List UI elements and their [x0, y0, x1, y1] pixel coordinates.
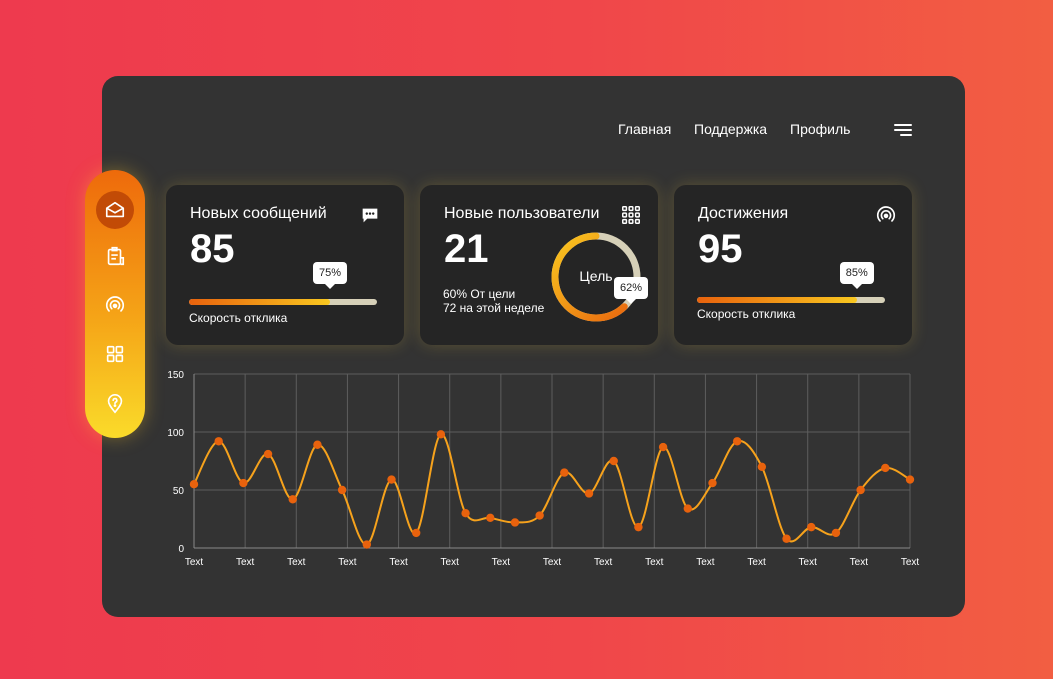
donut-center-label: Цель	[579, 268, 612, 284]
location-help-icon	[107, 394, 123, 414]
x-tick-label: Text	[594, 557, 613, 568]
data-point	[436, 430, 446, 439]
card-value: 21	[444, 227, 489, 271]
card-title: Новые пользователи	[444, 205, 600, 222]
card-achievements: Достижения 95 85% Скорость отклика	[674, 185, 912, 345]
data-point	[584, 489, 594, 498]
card-new-users: Новые пользователи 21 60% От цели 72 на …	[420, 185, 658, 345]
donut-progress-arc	[551, 232, 641, 322]
x-tick-label: Text	[850, 557, 869, 568]
data-point	[881, 463, 890, 473]
x-tick-label: Text	[236, 557, 255, 568]
data-point	[831, 528, 841, 538]
x-tick-label: Text	[696, 557, 715, 568]
y-tick-label: 100	[167, 428, 184, 439]
data-point	[732, 437, 742, 446]
data-point	[214, 437, 223, 446]
card-title: Новых сообщений	[190, 205, 327, 222]
progress-value-bubble: 75%	[313, 262, 347, 289]
weekly-users-text: 72 на этой неделе	[443, 301, 545, 315]
y-tick-label: 150	[167, 370, 184, 381]
broadcast-icon	[105, 296, 125, 312]
data-point	[486, 513, 495, 523]
data-point	[387, 475, 396, 484]
data-point	[757, 462, 767, 471]
response-speed-label: Скорость отклика	[189, 311, 288, 325]
data-point	[658, 442, 668, 452]
mail-icon	[105, 201, 125, 218]
data-point	[535, 511, 544, 520]
hamburger-menu-icon[interactable]	[892, 124, 912, 138]
data-point	[708, 478, 717, 488]
x-tick-label: Text	[543, 557, 562, 568]
sidebar-item-tasks[interactable]	[96, 237, 134, 275]
data-point	[239, 478, 248, 488]
data-point	[807, 522, 816, 532]
response-speed-fill	[189, 299, 330, 305]
x-tick-label: Text	[645, 557, 664, 568]
x-tick-label: Text	[799, 557, 818, 568]
nav-link-support[interactable]: Поддержка	[694, 121, 768, 137]
x-tick-label: Text	[441, 557, 460, 568]
sidebar	[85, 170, 145, 438]
grid-icon	[106, 345, 124, 363]
chat-icon[interactable]	[359, 204, 381, 226]
card-value: 85	[190, 227, 235, 271]
broadcast-icon[interactable]	[875, 204, 897, 226]
data-point	[782, 534, 791, 543]
x-tick-label: Text	[389, 557, 408, 568]
data-point	[634, 522, 643, 532]
data-point	[362, 540, 372, 549]
card-title: Достижения	[698, 205, 789, 222]
data-point	[337, 485, 347, 495]
data-point	[856, 485, 865, 495]
sidebar-item-broadcast[interactable]	[96, 286, 134, 324]
data-point	[683, 504, 692, 513]
y-tick-label: 0	[178, 544, 184, 555]
nav-link-profile[interactable]: Профиль	[790, 121, 851, 137]
response-speed-fill	[697, 297, 857, 303]
x-tick-label: Text	[185, 557, 204, 568]
data-point	[263, 449, 273, 459]
response-speed-bar	[697, 297, 885, 303]
nav-link-home[interactable]: Главная	[618, 121, 672, 137]
x-tick-label: Text	[338, 557, 357, 568]
response-speed-bar	[189, 299, 377, 305]
data-point	[412, 528, 421, 538]
data-point	[288, 495, 297, 504]
top-nav: Главная Поддержка Профиль	[0, 121, 1053, 139]
data-point	[560, 468, 569, 477]
sidebar-item-dashboard[interactable]	[96, 335, 134, 373]
data-point	[905, 475, 915, 484]
x-tick-label: Text	[901, 557, 920, 568]
x-tick-label: Text	[287, 557, 306, 568]
data-point	[313, 440, 322, 449]
card-new-messages: Новых сообщений 85 75% Скорость отклика	[166, 185, 404, 345]
sidebar-item-help[interactable]	[96, 385, 134, 423]
response-speed-label: Скорость отклика	[697, 307, 796, 321]
progress-value-bubble: 85%	[839, 262, 874, 289]
data-point	[461, 509, 470, 518]
donut-value-bubble: 62%	[614, 277, 648, 304]
x-tick-label: Text	[747, 557, 766, 568]
data-point	[609, 456, 618, 466]
data-point	[189, 480, 199, 489]
apps-grid-icon[interactable]	[620, 204, 642, 226]
x-tick-label: Text	[492, 557, 511, 568]
data-point	[510, 518, 520, 527]
card-value: 95	[698, 227, 743, 271]
sidebar-item-mail[interactable]	[96, 191, 134, 229]
dashboard-panel	[102, 76, 965, 617]
clipboard-icon	[107, 246, 125, 266]
goal-percent-text: 60% От цели	[443, 287, 516, 301]
y-tick-label: 50	[173, 486, 185, 497]
